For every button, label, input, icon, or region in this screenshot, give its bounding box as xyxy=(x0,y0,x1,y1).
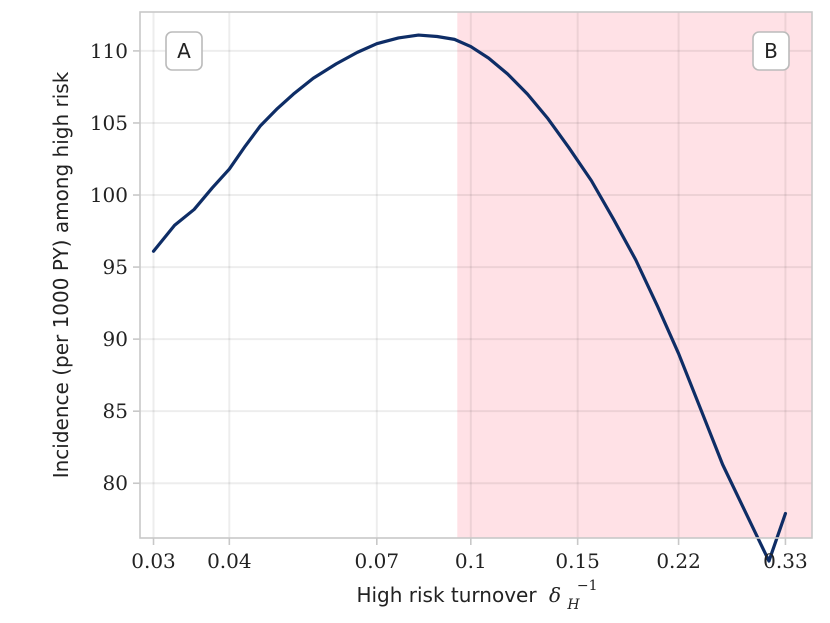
x-tick-label: 0.07 xyxy=(355,549,400,573)
y-tick-label: 105 xyxy=(90,111,128,135)
x-axis-label-subscript: H xyxy=(566,597,580,613)
y-tick-label: 85 xyxy=(103,399,128,423)
y-tick-label: 100 xyxy=(90,183,128,207)
panel-label-a: A xyxy=(165,31,203,71)
panel-label-a-text: A xyxy=(177,39,191,63)
y-tick-label: 110 xyxy=(90,39,128,63)
series-line xyxy=(151,33,788,563)
x-axis-label-symbol: δ xyxy=(549,583,561,607)
x-axis-label: High risk turnover δ H −1 xyxy=(356,578,597,614)
panel-label-b: B xyxy=(752,31,790,71)
x-tick-label: 0.04 xyxy=(207,549,252,573)
x-tick-label: 0.33 xyxy=(763,549,808,573)
x-ticks: 0.03 0.04 0.07 0.1 0.15 0.22 0.33 xyxy=(131,538,808,573)
y-tick-label: 90 xyxy=(103,327,128,351)
x-tick-label: 0.22 xyxy=(656,549,701,573)
y-axis-label: Incidence (per 1000 PY) among high risk xyxy=(49,71,73,478)
x-tick-label: 0.15 xyxy=(555,549,600,573)
y-tick-label: 80 xyxy=(103,471,128,495)
panel-label-b-text: B xyxy=(764,39,778,63)
x-axis-label-text: High risk turnover xyxy=(356,583,537,607)
y-tick-label: 95 xyxy=(103,255,128,279)
plot-frame xyxy=(139,11,813,539)
x-tick-label: 0.03 xyxy=(131,549,176,573)
y-ticks: 80 85 90 95 100 105 110 xyxy=(90,39,140,495)
x-tick-label: 0.1 xyxy=(455,549,487,573)
shaded-region xyxy=(457,12,812,538)
x-axis-label-superscript: −1 xyxy=(577,578,598,594)
